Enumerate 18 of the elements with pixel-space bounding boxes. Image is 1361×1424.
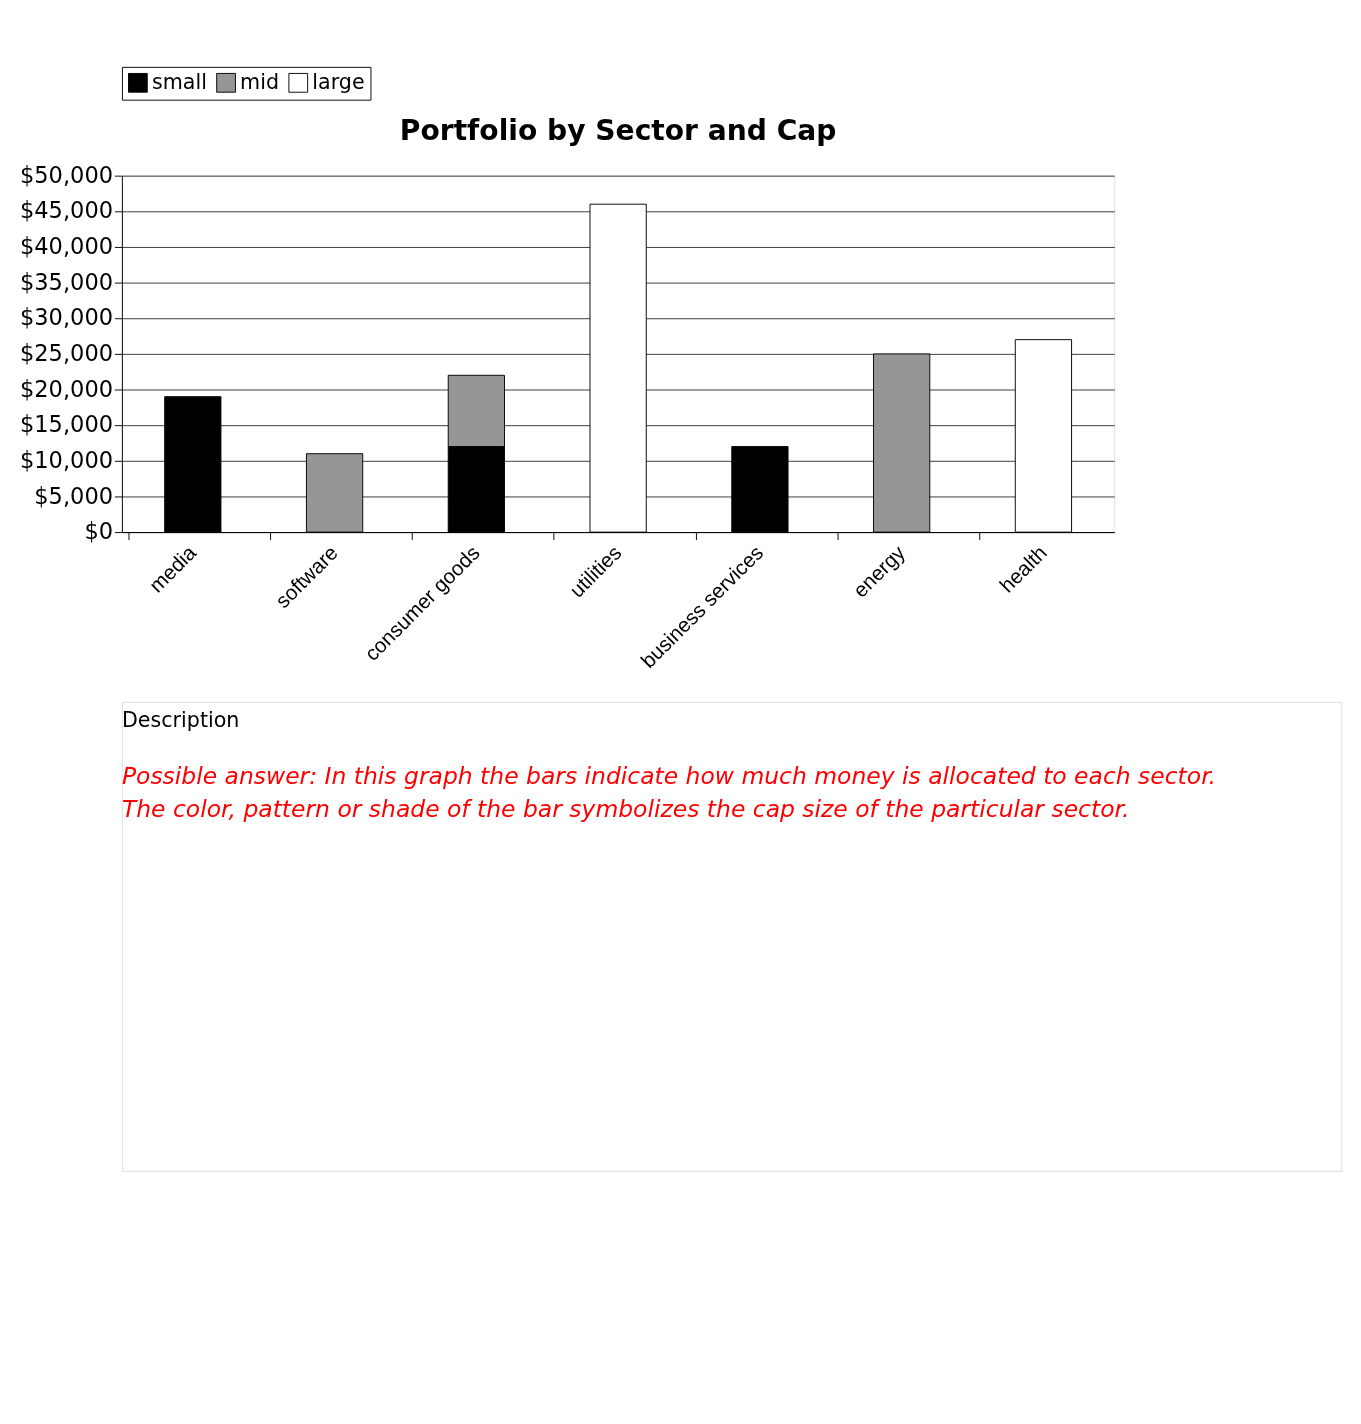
y-tick-label: $15,000 <box>19 411 114 438</box>
y-tick-label: $10,000 <box>19 446 114 473</box>
y-tick-label: $0 <box>84 518 114 545</box>
chart-title: Portfolio by Sector and Cap <box>399 114 837 148</box>
text: The color, pattern or shade of the bar symbolizes the cap size of the particular sector. <box>121 795 1130 824</box>
y-tick-label: $20,000 <box>19 375 114 402</box>
y-tick-label: $50,000 <box>19 161 114 188</box>
y-tick-label: $30,000 <box>19 304 114 331</box>
y-tick-label: $5,000 <box>34 482 114 509</box>
legend-label: large <box>312 70 365 95</box>
text: Description <box>121 708 240 733</box>
y-tick-label: $45,000 <box>19 197 114 224</box>
y-tick-label: $40,000 <box>19 233 114 260</box>
legend-label: mid <box>240 70 280 95</box>
legend-label: small <box>151 70 207 95</box>
y-tick-label: $25,000 <box>19 339 114 366</box>
text: Possible answer: In this graph the bars indicate how much money is allocated to each sector. <box>121 762 1217 791</box>
y-tick-label: $35,000 <box>19 268 114 295</box>
